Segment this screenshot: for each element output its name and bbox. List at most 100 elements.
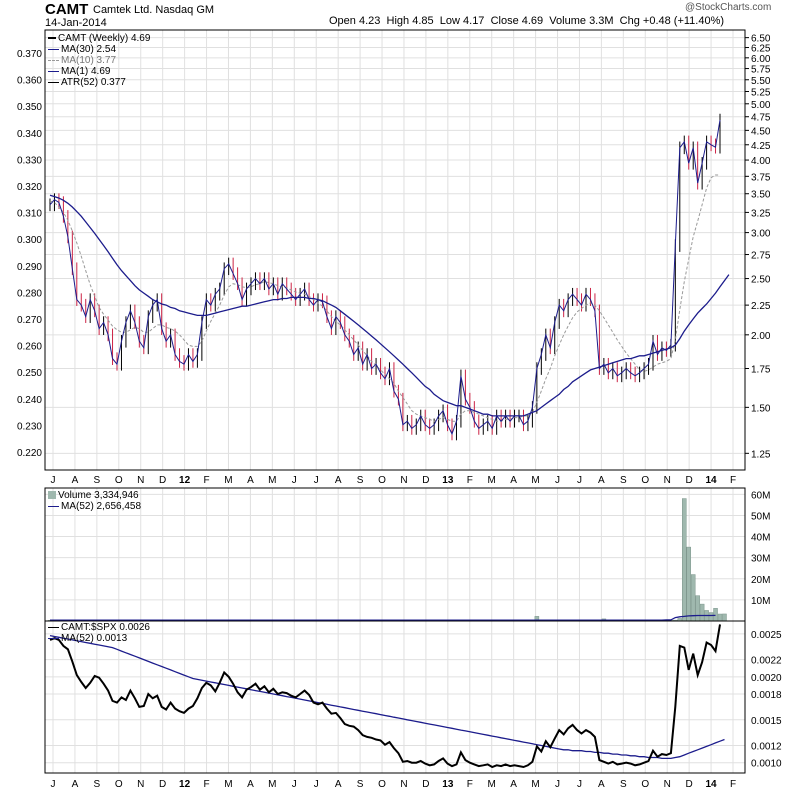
price-x-tick-label: J	[577, 475, 582, 486]
legend-ma30: MA(30) 2.54	[48, 44, 150, 55]
volume-tick-label: 60M	[751, 490, 770, 501]
brand-watermark: @StockCharts.com	[685, 2, 772, 13]
price-left-tick-label: 0.360	[17, 76, 42, 87]
price-x-tick-label: N	[664, 475, 671, 486]
ratio-x-tick-label: M	[531, 779, 539, 790]
legend-ratio-ma: MA(52) 0.0013	[48, 633, 150, 644]
price-left-tick-label: 0.280	[17, 288, 42, 299]
volume-bar	[722, 613, 727, 622]
volume-value: 3.3M	[589, 15, 614, 27]
legend-price-text: CAMT (Weekly) 4.69	[58, 33, 151, 44]
legend-ma1-swatch	[48, 70, 59, 72]
ratio-tick-label: 0.0018	[751, 690, 782, 701]
price-x-tick-label: 13	[442, 475, 454, 486]
legend-vol-ma-swatch	[48, 505, 59, 507]
volume-tick-label: 50M	[751, 511, 770, 522]
price-x-tick-label: M	[488, 475, 496, 486]
ratio-x-tick-label: D	[422, 779, 429, 790]
price-x-tick-label: 12	[179, 475, 191, 486]
volume-bar	[717, 613, 723, 622]
price-x-tick-label: J	[555, 475, 560, 486]
price-right-tick-label: 4.00	[751, 156, 771, 167]
ratio-tick-label: 0.0015	[751, 716, 782, 727]
ratio-tick-label: 0.0020	[751, 673, 782, 684]
ratio-x-tick-label: N	[664, 779, 671, 790]
price-left-tick-label: 0.260	[17, 342, 42, 353]
ratio-tick-label: 0.0025	[751, 630, 782, 641]
ratio-x-tick-label: F	[467, 779, 473, 790]
price-left-tick-label: 0.290	[17, 262, 42, 273]
ratio-x-tick-label: O	[378, 779, 386, 790]
price-right-tick-label: 2.25	[751, 301, 771, 312]
price-x-tick-label: A	[72, 475, 79, 486]
price-left-tick-label: 0.330	[17, 155, 42, 166]
volume-tick-label: 40M	[751, 533, 770, 544]
price-left-tick-label: 0.220	[17, 448, 42, 459]
legend-ratio-swatch	[48, 626, 59, 628]
ratio-x-tick-label: S	[357, 779, 364, 790]
ratio-ma-line	[49, 634, 725, 760]
ma30-line	[49, 194, 730, 417]
price-x-tick-label: 14	[706, 475, 718, 486]
price-left-tick-label: 0.350	[17, 102, 42, 113]
legend-volume-swatch	[48, 491, 56, 500]
volume-bar	[708, 612, 714, 622]
price-left-tick-label: 0.340	[17, 129, 42, 140]
price-x-tick-label: A	[335, 475, 342, 486]
change-label: Chg	[619, 15, 640, 27]
ratio-x-tick-label: D	[159, 779, 166, 790]
price-left-tick-label: 0.300	[17, 235, 42, 246]
price-x-tick-label: D	[159, 475, 166, 486]
volume-bar	[682, 498, 687, 622]
company-label: Camtek Ltd.	[93, 4, 153, 16]
close-value: 4.69	[521, 15, 544, 27]
price-x-tick-label: F	[467, 475, 473, 486]
price-x-tick-label: M	[224, 475, 232, 486]
ratio-x-tick-label: M	[488, 779, 496, 790]
price-x-tick-label: N	[137, 475, 144, 486]
price-left-tick-label: 0.250	[17, 368, 42, 379]
high-value: 4.85	[412, 15, 434, 27]
legend-vol-ma-text: MA(52) 2,656,458	[61, 501, 142, 512]
legend-atr: ATR(52) 0.377	[48, 77, 150, 88]
ratio-x-tick-label: J	[314, 779, 319, 790]
price-x-tick-label: S	[357, 475, 364, 486]
legend-price-swatch	[48, 37, 56, 40]
legend-ma1: MA(1) 4.69	[48, 66, 150, 77]
price-right-tick-label: 6.00	[751, 54, 771, 65]
ratio-x-tick-label: S	[94, 779, 101, 790]
open-value: 4.23	[358, 15, 381, 27]
price-left-tick-label: 0.310	[17, 209, 42, 220]
price-left-tick-label: 0.240	[17, 395, 42, 406]
price-x-tick-label: S	[620, 475, 627, 486]
legend-ma30-swatch	[48, 48, 59, 50]
ratio-x-tick-label: J	[555, 779, 560, 790]
ratio-panel-frame	[44, 620, 746, 774]
ratio-x-tick-label: O	[115, 779, 123, 790]
volume-bar	[713, 608, 718, 622]
volume-tick-label: 30M	[751, 554, 770, 565]
legend-volume: Volume 3,334,946	[48, 490, 141, 501]
price-x-tick-label: M	[268, 475, 276, 486]
price-right-tick-label: 4.50	[751, 126, 771, 137]
ratio-tick-label: 0.0012	[751, 742, 782, 753]
price-x-tick-label: A	[510, 475, 517, 486]
price-panel-frame	[44, 29, 746, 471]
ratio-tick-label: 0.0010	[751, 759, 782, 770]
volume-legend: Volume 3,334,946 MA(52) 2,656,458	[48, 490, 141, 512]
ratio-x-tick-label: S	[620, 779, 627, 790]
ratio-x-tick-label: 12	[179, 779, 191, 790]
low-label: Low	[439, 15, 460, 27]
price-x-tick-label: S	[94, 475, 101, 486]
ratio-x-tick-label: F	[730, 779, 736, 790]
legend-atr-swatch	[48, 81, 59, 83]
price-x-tick-label: F	[203, 475, 209, 486]
ratio-x-tick-label: M	[224, 779, 232, 790]
ratio-x-tick-label: A	[598, 779, 605, 790]
price-right-tick-label: 4.75	[751, 113, 771, 124]
price-x-tick-label: M	[531, 475, 539, 486]
price-right-tick-label: 3.75	[751, 172, 771, 183]
ratio-x-tick-label: F	[203, 779, 209, 790]
ratio-x-tick-label: J	[577, 779, 582, 790]
price-x-tick-label: N	[400, 475, 407, 486]
